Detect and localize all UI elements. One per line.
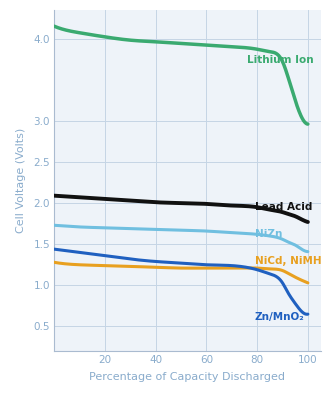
Text: NiZn: NiZn: [255, 229, 282, 239]
Text: Lithium Ion: Lithium Ion: [247, 55, 314, 65]
Text: NiCd, NiMH: NiCd, NiMH: [255, 256, 321, 266]
X-axis label: Percentage of Capacity Discharged: Percentage of Capacity Discharged: [89, 372, 285, 382]
Text: Lead Acid: Lead Acid: [255, 202, 312, 212]
Y-axis label: Cell Voltage (Volts): Cell Voltage (Volts): [16, 128, 26, 233]
Text: Zn/MnO₂: Zn/MnO₂: [255, 312, 304, 322]
